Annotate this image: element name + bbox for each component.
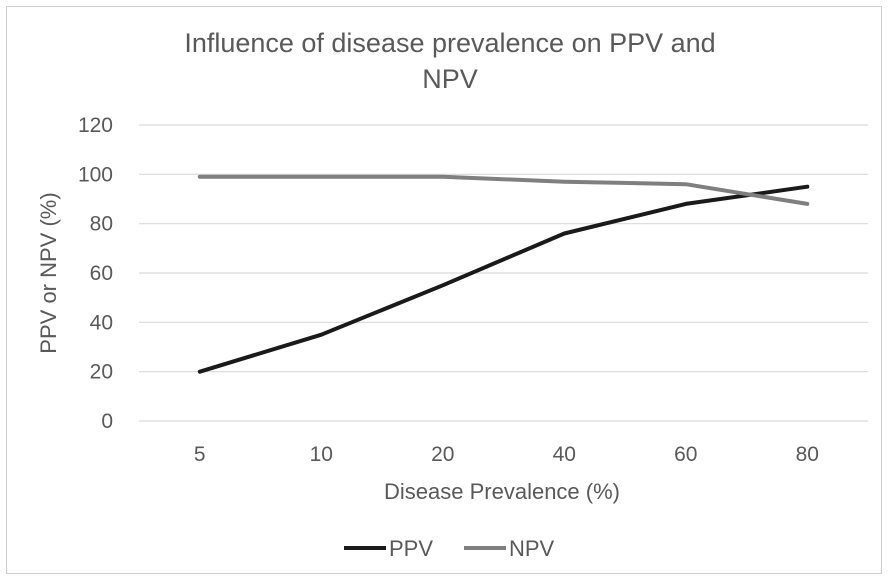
chart-frame bbox=[6, 6, 882, 574]
x-axis-ticks: 5 10 20 40 60 80 bbox=[194, 443, 819, 466]
y-tick-label: 100 bbox=[78, 163, 113, 186]
gridlines bbox=[139, 124, 868, 422]
y-tick-label: 20 bbox=[90, 361, 113, 384]
legend: PPV NPV bbox=[344, 536, 555, 561]
y-tick-label: 0 bbox=[101, 410, 113, 433]
series-lines bbox=[197, 174, 810, 374]
x-tick-label: 60 bbox=[674, 443, 697, 466]
x-tick-label: 80 bbox=[796, 443, 819, 466]
x-tick-label: 5 bbox=[194, 443, 206, 466]
y-tick-label: 60 bbox=[90, 262, 113, 285]
x-axis-label: Disease Prevalence (%) bbox=[384, 479, 620, 504]
x-tick-label: 20 bbox=[431, 443, 454, 466]
y-axis-ticks: 0 20 40 60 80 100 120 bbox=[78, 114, 113, 433]
y-tick-label: 40 bbox=[90, 311, 113, 334]
x-tick-label: 10 bbox=[310, 443, 333, 466]
series-line-ppv bbox=[197, 184, 810, 374]
chart-title-line-1: Influence of disease prevalence on PPV a… bbox=[184, 28, 715, 58]
y-tick-label: 120 bbox=[78, 114, 113, 137]
series-line-npv bbox=[197, 174, 810, 206]
x-tick-label: 40 bbox=[553, 443, 576, 466]
legend-label-npv: NPV bbox=[509, 536, 555, 561]
y-tick-label: 80 bbox=[90, 213, 113, 236]
legend-label-ppv: PPV bbox=[389, 536, 433, 561]
chart-title-line-2: NPV bbox=[422, 64, 478, 94]
y-axis-label: PPV or NPV (%) bbox=[36, 192, 61, 353]
